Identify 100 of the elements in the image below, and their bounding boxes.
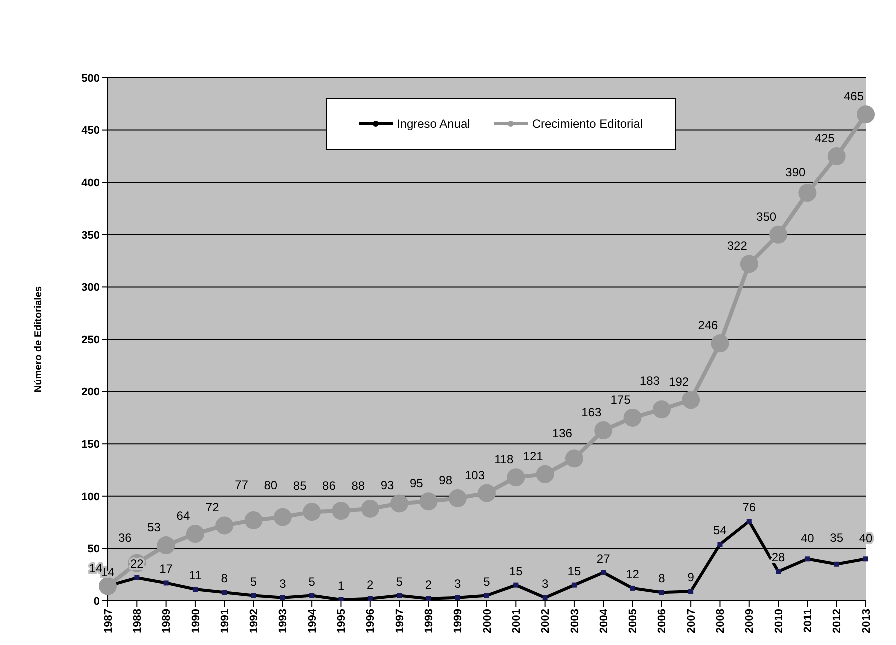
point — [390, 494, 409, 513]
point — [186, 525, 204, 544]
x-tick-label: 2005 — [628, 609, 640, 634]
x-tick-label: 2008 — [715, 609, 728, 634]
data-label: 98 — [439, 473, 453, 488]
legend-label: Crecimiento Editorial — [532, 117, 644, 131]
x-tick-label: 2009 — [744, 609, 756, 634]
data-label: 54 — [714, 524, 728, 538]
data-label: 5 — [308, 574, 316, 589]
point — [507, 468, 526, 487]
data-label: 93 — [380, 478, 395, 493]
data-label: 2 — [425, 578, 432, 592]
x-tick-label: 1992 — [248, 609, 261, 634]
x-tick-label: 2012 — [832, 609, 844, 634]
data-label: 11 — [189, 568, 202, 582]
data-label: 5 — [484, 574, 491, 589]
data-label: 22 — [130, 556, 144, 571]
y-tick-label: 0 — [94, 596, 100, 608]
data-label: 103 — [464, 468, 486, 482]
data-label: 5 — [396, 574, 404, 589]
data-label: 76 — [742, 500, 756, 515]
point — [244, 511, 263, 530]
y-tick-label: 350 — [82, 230, 100, 242]
point — [798, 184, 817, 202]
x-tick-label: 1996 — [365, 609, 378, 634]
point — [274, 508, 292, 526]
y-tick-label: 100 — [82, 491, 100, 504]
x-tick-label: 1989 — [161, 609, 174, 634]
point — [303, 503, 322, 522]
x-tick-label: 1997 — [394, 609, 406, 634]
data-label: 88 — [352, 479, 366, 494]
data-label: 3 — [280, 576, 287, 591]
data-label: 1 — [338, 578, 345, 593]
data-label: 118 — [494, 452, 514, 467]
x-tick-label: 2003 — [569, 609, 582, 634]
y-tick-label: 150 — [82, 439, 100, 452]
data-label: 85 — [293, 478, 308, 493]
point — [711, 334, 730, 353]
y-tick-label: 450 — [82, 125, 100, 138]
point — [99, 577, 117, 596]
x-tick-label: 1991 — [219, 609, 232, 634]
data-label: 246 — [698, 318, 719, 333]
x-tick-label: 2010 — [773, 609, 786, 634]
x-tick-label: 2007 — [686, 609, 698, 634]
point — [857, 106, 875, 124]
data-label: 35 — [830, 531, 844, 546]
y-tick-label: 500 — [82, 72, 100, 85]
x-tick-label: 1988 — [132, 609, 144, 634]
y-tick-label: 200 — [82, 386, 100, 399]
data-label: 95 — [410, 476, 424, 491]
x-tick-label: 2000 — [482, 609, 494, 634]
data-label: 14 — [89, 561, 103, 576]
y-tick-label: 300 — [82, 282, 100, 294]
data-label: 40 — [801, 532, 815, 546]
legend-label: Ingreso Anual — [396, 117, 470, 131]
x-tick-label: 1998 — [424, 609, 436, 634]
data-label: 17 — [160, 562, 174, 576]
point — [536, 465, 554, 484]
data-label: 163 — [582, 406, 602, 420]
data-label: 15 — [509, 564, 524, 578]
x-tick-label: 1999 — [452, 609, 465, 634]
data-label: 322 — [727, 239, 748, 254]
point — [332, 502, 350, 520]
data-label: 465 — [844, 90, 864, 104]
data-label: 3 — [454, 576, 462, 591]
x-tick-label: 1993 — [278, 609, 290, 634]
point — [652, 400, 671, 419]
point — [770, 226, 788, 244]
point — [478, 484, 496, 502]
data-label: 40 — [859, 532, 873, 546]
x-tick-label: 1995 — [336, 609, 348, 634]
data-label: 12 — [626, 567, 640, 582]
point — [740, 255, 758, 274]
y-tick-label: 400 — [82, 178, 100, 190]
x-tick-label: 2004 — [598, 608, 610, 634]
data-label: 5 — [250, 574, 258, 589]
data-label: 28 — [772, 550, 786, 565]
data-label: 183 — [640, 374, 660, 388]
data-label: 80 — [264, 478, 278, 492]
data-label: 192 — [669, 374, 690, 389]
point — [828, 147, 846, 166]
y-axis-title: Número de Editoriales — [34, 286, 45, 393]
data-label: 175 — [610, 392, 632, 407]
data-label: 15 — [568, 564, 582, 578]
x-tick-label: 2011 — [802, 609, 814, 633]
point — [624, 408, 642, 427]
data-label: 8 — [221, 572, 228, 586]
x-tick-label: 1987 — [102, 609, 115, 634]
data-label: 72 — [206, 500, 220, 515]
point — [361, 500, 380, 518]
point — [565, 450, 584, 468]
y-tick-label: 50 — [88, 544, 100, 556]
x-tick-label: 2002 — [540, 609, 552, 634]
data-label: 350 — [756, 210, 777, 224]
x-tick-label: 2006 — [656, 609, 669, 634]
data-label: 425 — [814, 131, 836, 146]
data-label: 390 — [786, 166, 806, 180]
x-tick-label: 1994 — [306, 608, 319, 634]
x-tick-label: 2013 — [860, 609, 873, 634]
point — [448, 489, 467, 508]
